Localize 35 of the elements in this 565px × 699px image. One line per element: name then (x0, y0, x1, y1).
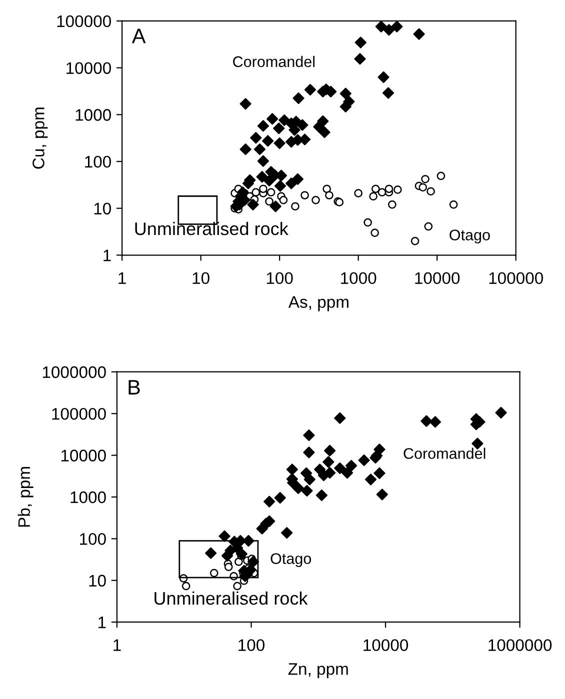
chart-title: A (132, 28, 146, 44)
y-tick-label: 1000 (76, 109, 111, 121)
x-tick-label: 10000 (415, 272, 460, 284)
series-label: Coromandel (233, 56, 315, 68)
y-axis-title: Cu, ppm (32, 108, 48, 169)
y-tick-label: 10 (94, 202, 111, 215)
y-tick-label: 10 (89, 574, 106, 587)
annotation: Unmineralised rock (154, 592, 308, 605)
x-tick-label: 10000 (364, 639, 408, 652)
y-tick-label: 10000 (61, 450, 106, 462)
y-tick-label: 100 (80, 533, 106, 545)
annotation: Unmineralised rock (135, 222, 288, 236)
y-tick-label: 1 (104, 250, 111, 262)
y-tick-label: 10000 (66, 62, 111, 74)
series-label: Otago (450, 230, 490, 244)
x-tick-label: 100 (266, 272, 293, 284)
y-tick-label: 100000 (57, 15, 111, 28)
x-tick-label: 10 (192, 272, 210, 284)
x-tick-label: 100 (238, 639, 264, 652)
series-label: Otago (270, 553, 312, 568)
x-tick-label: 1000000 (488, 639, 552, 652)
y-tick-label: 1000000 (42, 366, 106, 378)
y-tick-label: 100 (85, 156, 111, 168)
y-axis-title: Pb, ppm (18, 467, 34, 527)
series-label: Coromandel (404, 448, 486, 459)
x-axis-title: Zn, ppm (288, 663, 348, 678)
x-tick-label: 1 (118, 272, 126, 284)
x-tick-label: 1000 (341, 272, 376, 284)
y-tick-label: 100000 (52, 408, 106, 420)
chart-title: B (128, 380, 140, 394)
y-tick-label: 1000 (70, 491, 106, 504)
y-tick-label: 1 (98, 616, 106, 628)
x-axis-title: As, ppm (288, 296, 348, 312)
x-tick-label: 100000 (489, 272, 544, 284)
x-tick-label: 1 (114, 639, 121, 651)
